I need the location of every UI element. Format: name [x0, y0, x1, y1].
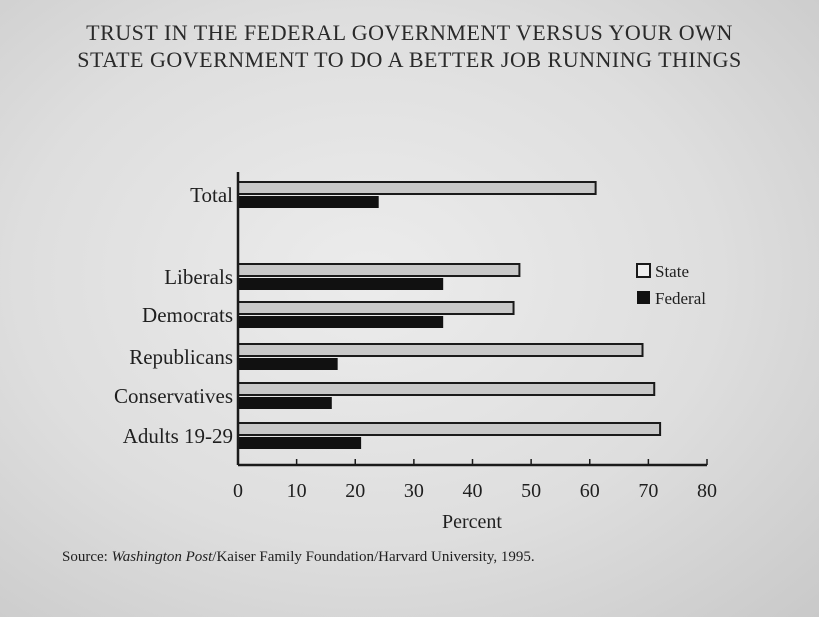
x-tick-label: 30	[404, 480, 424, 502]
x-tick-label: 50	[521, 480, 541, 502]
source-prefix: Source:	[62, 549, 112, 565]
bars-layer	[237, 181, 662, 449]
x-tick-label: 60	[580, 480, 600, 502]
federal-bar	[238, 437, 362, 449]
category-label: Democrats	[142, 303, 233, 327]
federal-bar	[238, 397, 332, 409]
federal-bar	[238, 358, 338, 370]
legend-label-state: State	[655, 262, 689, 281]
federal-bar	[238, 316, 444, 328]
category-label: Conservatives	[114, 384, 233, 408]
legend-swatch-federal	[637, 291, 650, 304]
category-label: Liberals	[164, 265, 233, 289]
axis-layer: Total Liberals Democrats Republicans Conserv…	[114, 172, 717, 533]
legend: State Federal	[636, 262, 706, 308]
chart-title-line-2: STATE GOVERNMENT TO DO A BETTER JOB RUNN…	[77, 47, 742, 72]
x-tick-label: 10	[287, 480, 307, 502]
x-tick-label: 0	[233, 480, 243, 502]
category-label: Republicans	[129, 345, 233, 369]
state-bar	[237, 422, 662, 436]
state-bar	[237, 382, 656, 396]
category-label: Adults 19-29	[123, 424, 233, 448]
source-publication: Washington Post	[111, 549, 213, 565]
federal-bar	[238, 278, 444, 290]
state-bar	[237, 343, 644, 357]
x-tick-label: 40	[463, 480, 483, 502]
legend-label-federal: Federal	[655, 289, 706, 308]
legend-swatch-state	[636, 263, 651, 278]
x-tick-label: 80	[697, 480, 717, 502]
chart-title-line-1: TRUST IN THE FEDERAL GOVERNMENT VERSUS Y…	[86, 20, 733, 45]
x-tick-label: 20	[345, 480, 365, 502]
x-tick-label: 70	[638, 480, 658, 502]
x-axis-title: Percent	[442, 511, 502, 533]
source-note: Source: Washington Post/Kaiser Family Fo…	[62, 549, 535, 566]
category-label: Total	[190, 183, 233, 207]
federal-bar	[238, 196, 379, 208]
source-rest: /Kaiser Family Foundation/Harvard Univer…	[212, 549, 535, 565]
state-bar	[237, 263, 521, 277]
state-bar	[237, 181, 597, 195]
state-bar	[237, 301, 515, 315]
